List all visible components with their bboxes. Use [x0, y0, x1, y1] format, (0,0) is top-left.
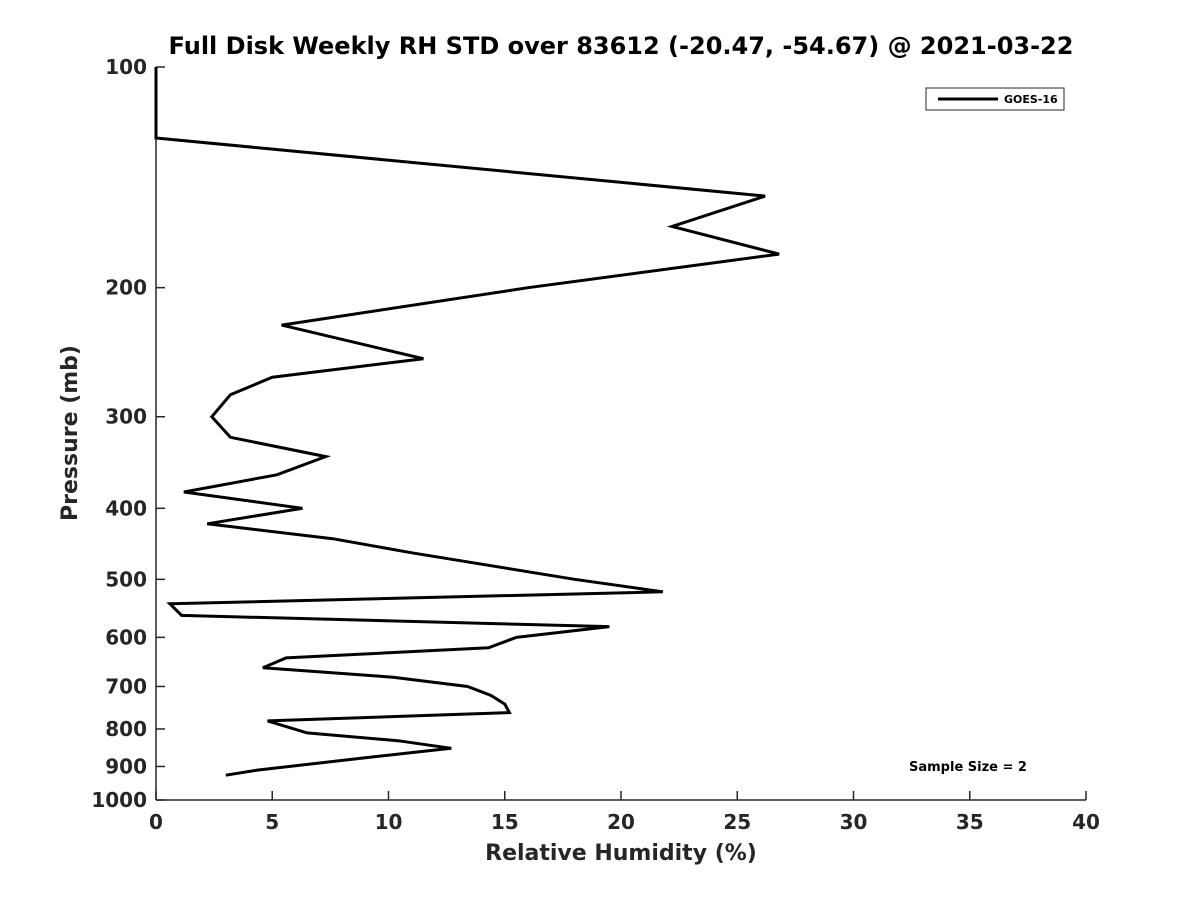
- y-tick-label: 500: [105, 567, 147, 591]
- chart-title: Full Disk Weekly RH STD over 83612 (-20.…: [169, 32, 1074, 60]
- x-tick-label: 10: [375, 810, 403, 834]
- x-tick-label: 0: [149, 810, 163, 834]
- x-axis-label: Relative Humidity (%): [485, 841, 757, 866]
- x-ticks: 0 5 10 15 20 25 30 35 40: [149, 791, 1100, 834]
- y-tick-label: 200: [105, 276, 147, 300]
- y-tick-label: 100: [105, 55, 147, 79]
- x-tick-label: 35: [956, 810, 984, 834]
- x-tick-label: 20: [607, 810, 635, 834]
- y-ticks: 100 200 300 400 500 600 700 800 900 1000: [91, 55, 165, 812]
- legend: GOES-16: [925, 87, 1065, 111]
- x-tick-label: 5: [265, 810, 279, 834]
- y-tick-label: 800: [105, 717, 147, 741]
- x-tick-label: 40: [1072, 810, 1100, 834]
- legend-label-goes-16: GOES-16: [1004, 93, 1058, 106]
- x-tick-label: 30: [840, 810, 868, 834]
- plot-area-background: [156, 67, 1086, 800]
- y-tick-label: 900: [105, 754, 147, 778]
- x-tick-label: 15: [491, 810, 519, 834]
- y-tick-label: 600: [105, 625, 147, 649]
- series-layer: [154, 67, 780, 777]
- y-tick-label: 1000: [91, 788, 147, 812]
- sample-size-annotation: Sample Size = 2: [909, 760, 1027, 775]
- y-tick-label: 700: [105, 674, 147, 698]
- y-tick-label: 300: [105, 405, 147, 429]
- y-tick-label: 400: [105, 496, 147, 520]
- x-tick-label: 25: [723, 810, 751, 834]
- series-line-goes-16: [154, 67, 780, 777]
- y-axis-label: Pressure (mb): [58, 345, 83, 521]
